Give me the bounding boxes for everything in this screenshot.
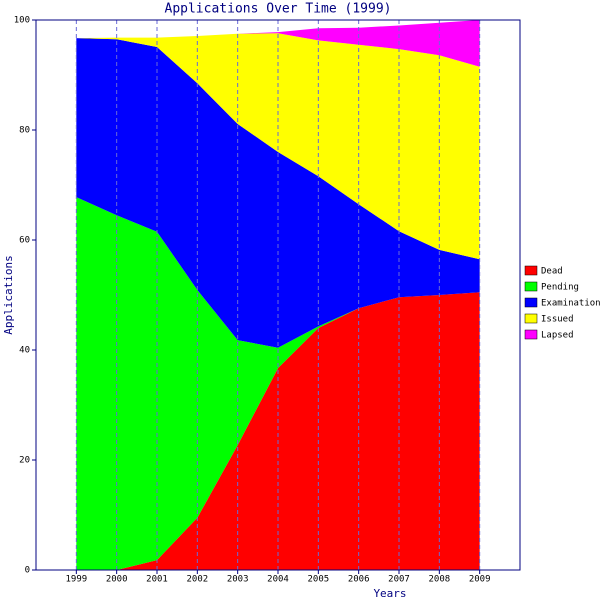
x-tick-label: 2004: [267, 575, 289, 585]
legend-label: Examination: [541, 299, 600, 309]
x-tick-label: 2006: [348, 575, 370, 585]
y-tick-label: 20: [19, 456, 30, 466]
plot-frame: [35, 19, 521, 571]
x-tick-label: 2001: [146, 575, 168, 585]
area: [76, 197, 480, 570]
x-tick-label: 2008: [428, 575, 450, 585]
y-tick-label: 80: [19, 126, 30, 136]
legend-swatch: [524, 329, 538, 340]
y-tick-label: 0: [25, 566, 30, 576]
x-tick-label: 2009: [469, 575, 491, 585]
legend-label: Lapsed: [541, 331, 574, 341]
y-axis-label: Applications: [2, 255, 15, 334]
legend-label: Dead: [541, 267, 563, 277]
chart-title: Applications Over Time (1999): [165, 2, 392, 17]
legend-label: Pending: [541, 283, 579, 293]
legend-swatch: [524, 265, 538, 276]
y-tick-label: 40: [19, 346, 30, 356]
x-tick-label: 2000: [106, 575, 128, 585]
legend-swatch: [524, 281, 538, 292]
legend-swatch: [524, 297, 538, 308]
legend-label: Issued: [541, 315, 574, 325]
y-tick-label: 100: [14, 16, 30, 26]
x-axis-label: Years: [373, 587, 406, 600]
area: [76, 38, 480, 348]
area: [76, 292, 480, 570]
x-tick-label: 2007: [388, 575, 410, 585]
x-tick-label: 2002: [186, 575, 208, 585]
area: [76, 20, 480, 67]
x-tick-label: 1999: [65, 575, 87, 585]
y-tick-label: 60: [19, 236, 30, 246]
x-tick-label: 2005: [307, 575, 329, 585]
x-tick-label: 2003: [227, 575, 249, 585]
legend-swatch: [524, 313, 538, 324]
